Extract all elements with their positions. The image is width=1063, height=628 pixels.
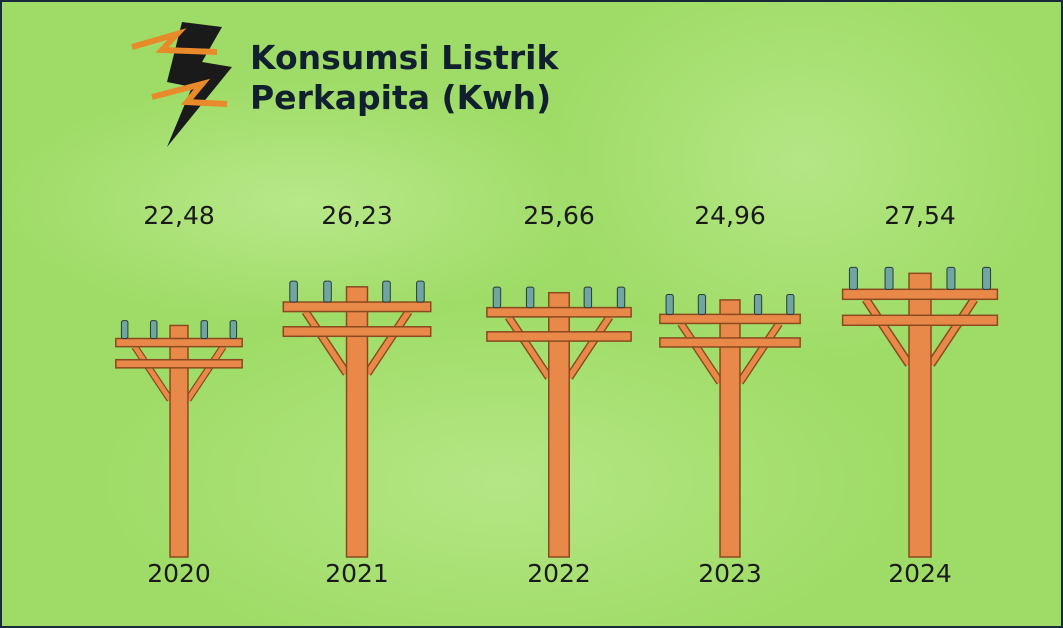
value-label: 26,23 bbox=[321, 201, 393, 230]
insulator bbox=[982, 266, 992, 290]
pole bbox=[282, 280, 432, 558]
brace bbox=[737, 321, 782, 384]
crossarm bbox=[659, 313, 801, 325]
insulator bbox=[525, 286, 535, 309]
crossarm bbox=[115, 337, 243, 348]
insulator bbox=[616, 286, 626, 309]
insulator bbox=[200, 320, 209, 340]
crossarm bbox=[115, 358, 243, 369]
brace bbox=[928, 297, 977, 366]
bar bbox=[169, 324, 189, 558]
insulator bbox=[323, 280, 332, 303]
insulator bbox=[416, 280, 425, 303]
pole bbox=[659, 293, 801, 558]
x-tick-label: 2021 bbox=[325, 559, 389, 588]
pole bbox=[486, 286, 632, 558]
brace bbox=[863, 297, 912, 366]
crossarm bbox=[841, 314, 999, 327]
insulator bbox=[884, 266, 894, 290]
crossarm bbox=[282, 301, 432, 313]
x-tick-label: 2020 bbox=[147, 559, 211, 588]
chart-title: Konsumsi Listrik Perkapita (Kwh) bbox=[250, 38, 559, 117]
brace bbox=[185, 345, 226, 402]
x-tick-label: 2023 bbox=[698, 559, 762, 588]
pole bbox=[115, 320, 243, 558]
bar bbox=[548, 291, 570, 558]
bolt-icon bbox=[131, 22, 232, 147]
x-tick-label: 2022 bbox=[527, 559, 591, 588]
brace bbox=[678, 321, 723, 384]
insulator bbox=[120, 320, 129, 340]
bar bbox=[719, 299, 741, 558]
brace bbox=[566, 315, 612, 379]
insulator bbox=[492, 286, 502, 309]
insulator bbox=[665, 293, 674, 315]
insulator bbox=[786, 293, 795, 315]
insulator bbox=[583, 286, 593, 309]
bar bbox=[345, 286, 369, 558]
insulator bbox=[848, 266, 858, 290]
value-label: 27,54 bbox=[884, 201, 956, 230]
crossarm bbox=[282, 326, 432, 338]
insulator bbox=[753, 293, 763, 315]
value-label: 25,66 bbox=[523, 201, 595, 230]
bar bbox=[908, 272, 932, 558]
crossarm bbox=[841, 288, 999, 301]
insulator bbox=[946, 266, 956, 290]
insulator bbox=[149, 320, 158, 340]
brace bbox=[303, 309, 349, 375]
value-label: 22,48 bbox=[143, 201, 215, 230]
insulator bbox=[289, 280, 298, 303]
x-tick-label: 2024 bbox=[888, 559, 952, 588]
insulator bbox=[382, 280, 391, 303]
pole bbox=[841, 266, 999, 558]
brace bbox=[365, 309, 411, 375]
value-label: 24,96 bbox=[694, 201, 766, 230]
crossarm bbox=[659, 337, 801, 348]
brace bbox=[506, 315, 552, 379]
crossarm bbox=[486, 306, 632, 318]
brace bbox=[132, 345, 173, 402]
insulator bbox=[697, 293, 707, 315]
crossarm bbox=[486, 331, 632, 342]
insulator bbox=[229, 320, 238, 340]
